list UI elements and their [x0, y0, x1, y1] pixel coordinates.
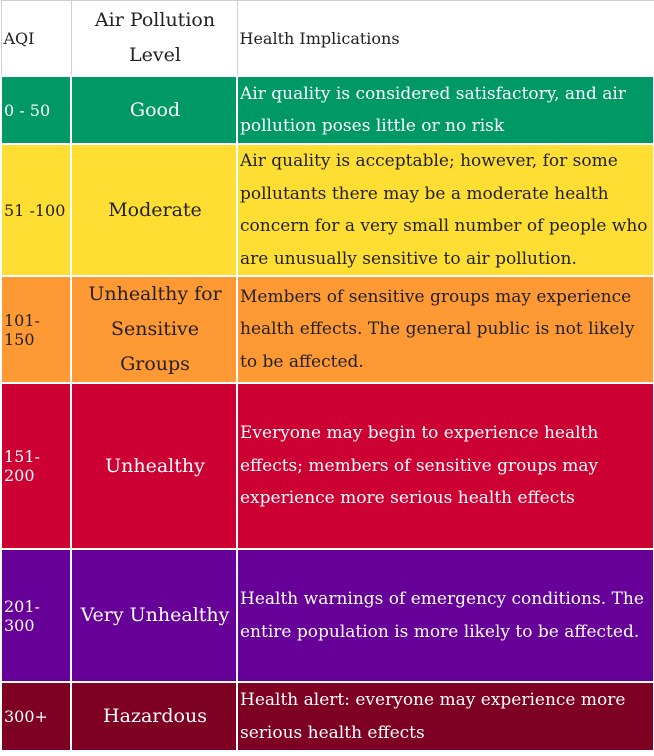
header-health-implications: Health Implications	[236, 0, 654, 77]
aqi-range-cell: 51 -100	[0, 143, 72, 277]
pollution-level-cell: Unhealthy for Sensitive Groups	[70, 275, 238, 384]
health-implications-cell: Health alert: everyone may experience mo…	[236, 681, 654, 752]
aqi-range-cell: 101-150	[0, 275, 72, 384]
aqi-range-cell: 151-200	[0, 382, 72, 550]
health-implications-cell: Members of sensitive groups may experien…	[236, 275, 654, 384]
health-implications-cell: Health warnings of emergency conditions.…	[236, 548, 654, 683]
pollution-level-cell: Good	[70, 75, 238, 145]
pollution-level-cell: Unhealthy	[70, 382, 238, 550]
pollution-level-cell: Very Unhealthy	[70, 548, 238, 683]
aqi-range-cell: 300+	[0, 681, 72, 752]
health-implications-cell: Air quality is acceptable; however, for …	[236, 143, 654, 277]
aqi-range-cell: 201-300	[0, 548, 72, 683]
health-implications-cell: Everyone may begin to experience health …	[236, 382, 654, 550]
table-header-row: AQI Air Pollution Level Health Implicati…	[0, 0, 654, 77]
table-row: 101-150 Unhealthy for Sensitive Groups M…	[0, 275, 654, 384]
pollution-level-cell: Hazardous	[70, 681, 238, 752]
table-row: 51 -100 Moderate Air quality is acceptab…	[0, 143, 654, 277]
pollution-level-cell: Moderate	[70, 143, 238, 277]
table-row: 151-200 Unhealthy Everyone may begin to …	[0, 382, 654, 550]
table-row: 0 - 50 Good Air quality is considered sa…	[0, 75, 654, 145]
header-aqi: AQI	[0, 0, 72, 77]
health-implications-cell: Air quality is considered satisfactory, …	[236, 75, 654, 145]
table-row: 300+ Hazardous Health alert: everyone ma…	[0, 681, 654, 752]
table-row: 201-300 Very Unhealthy Health warnings o…	[0, 548, 654, 683]
aqi-range-cell: 0 - 50	[0, 75, 72, 145]
header-pollution-level: Air Pollution Level	[70, 0, 238, 77]
